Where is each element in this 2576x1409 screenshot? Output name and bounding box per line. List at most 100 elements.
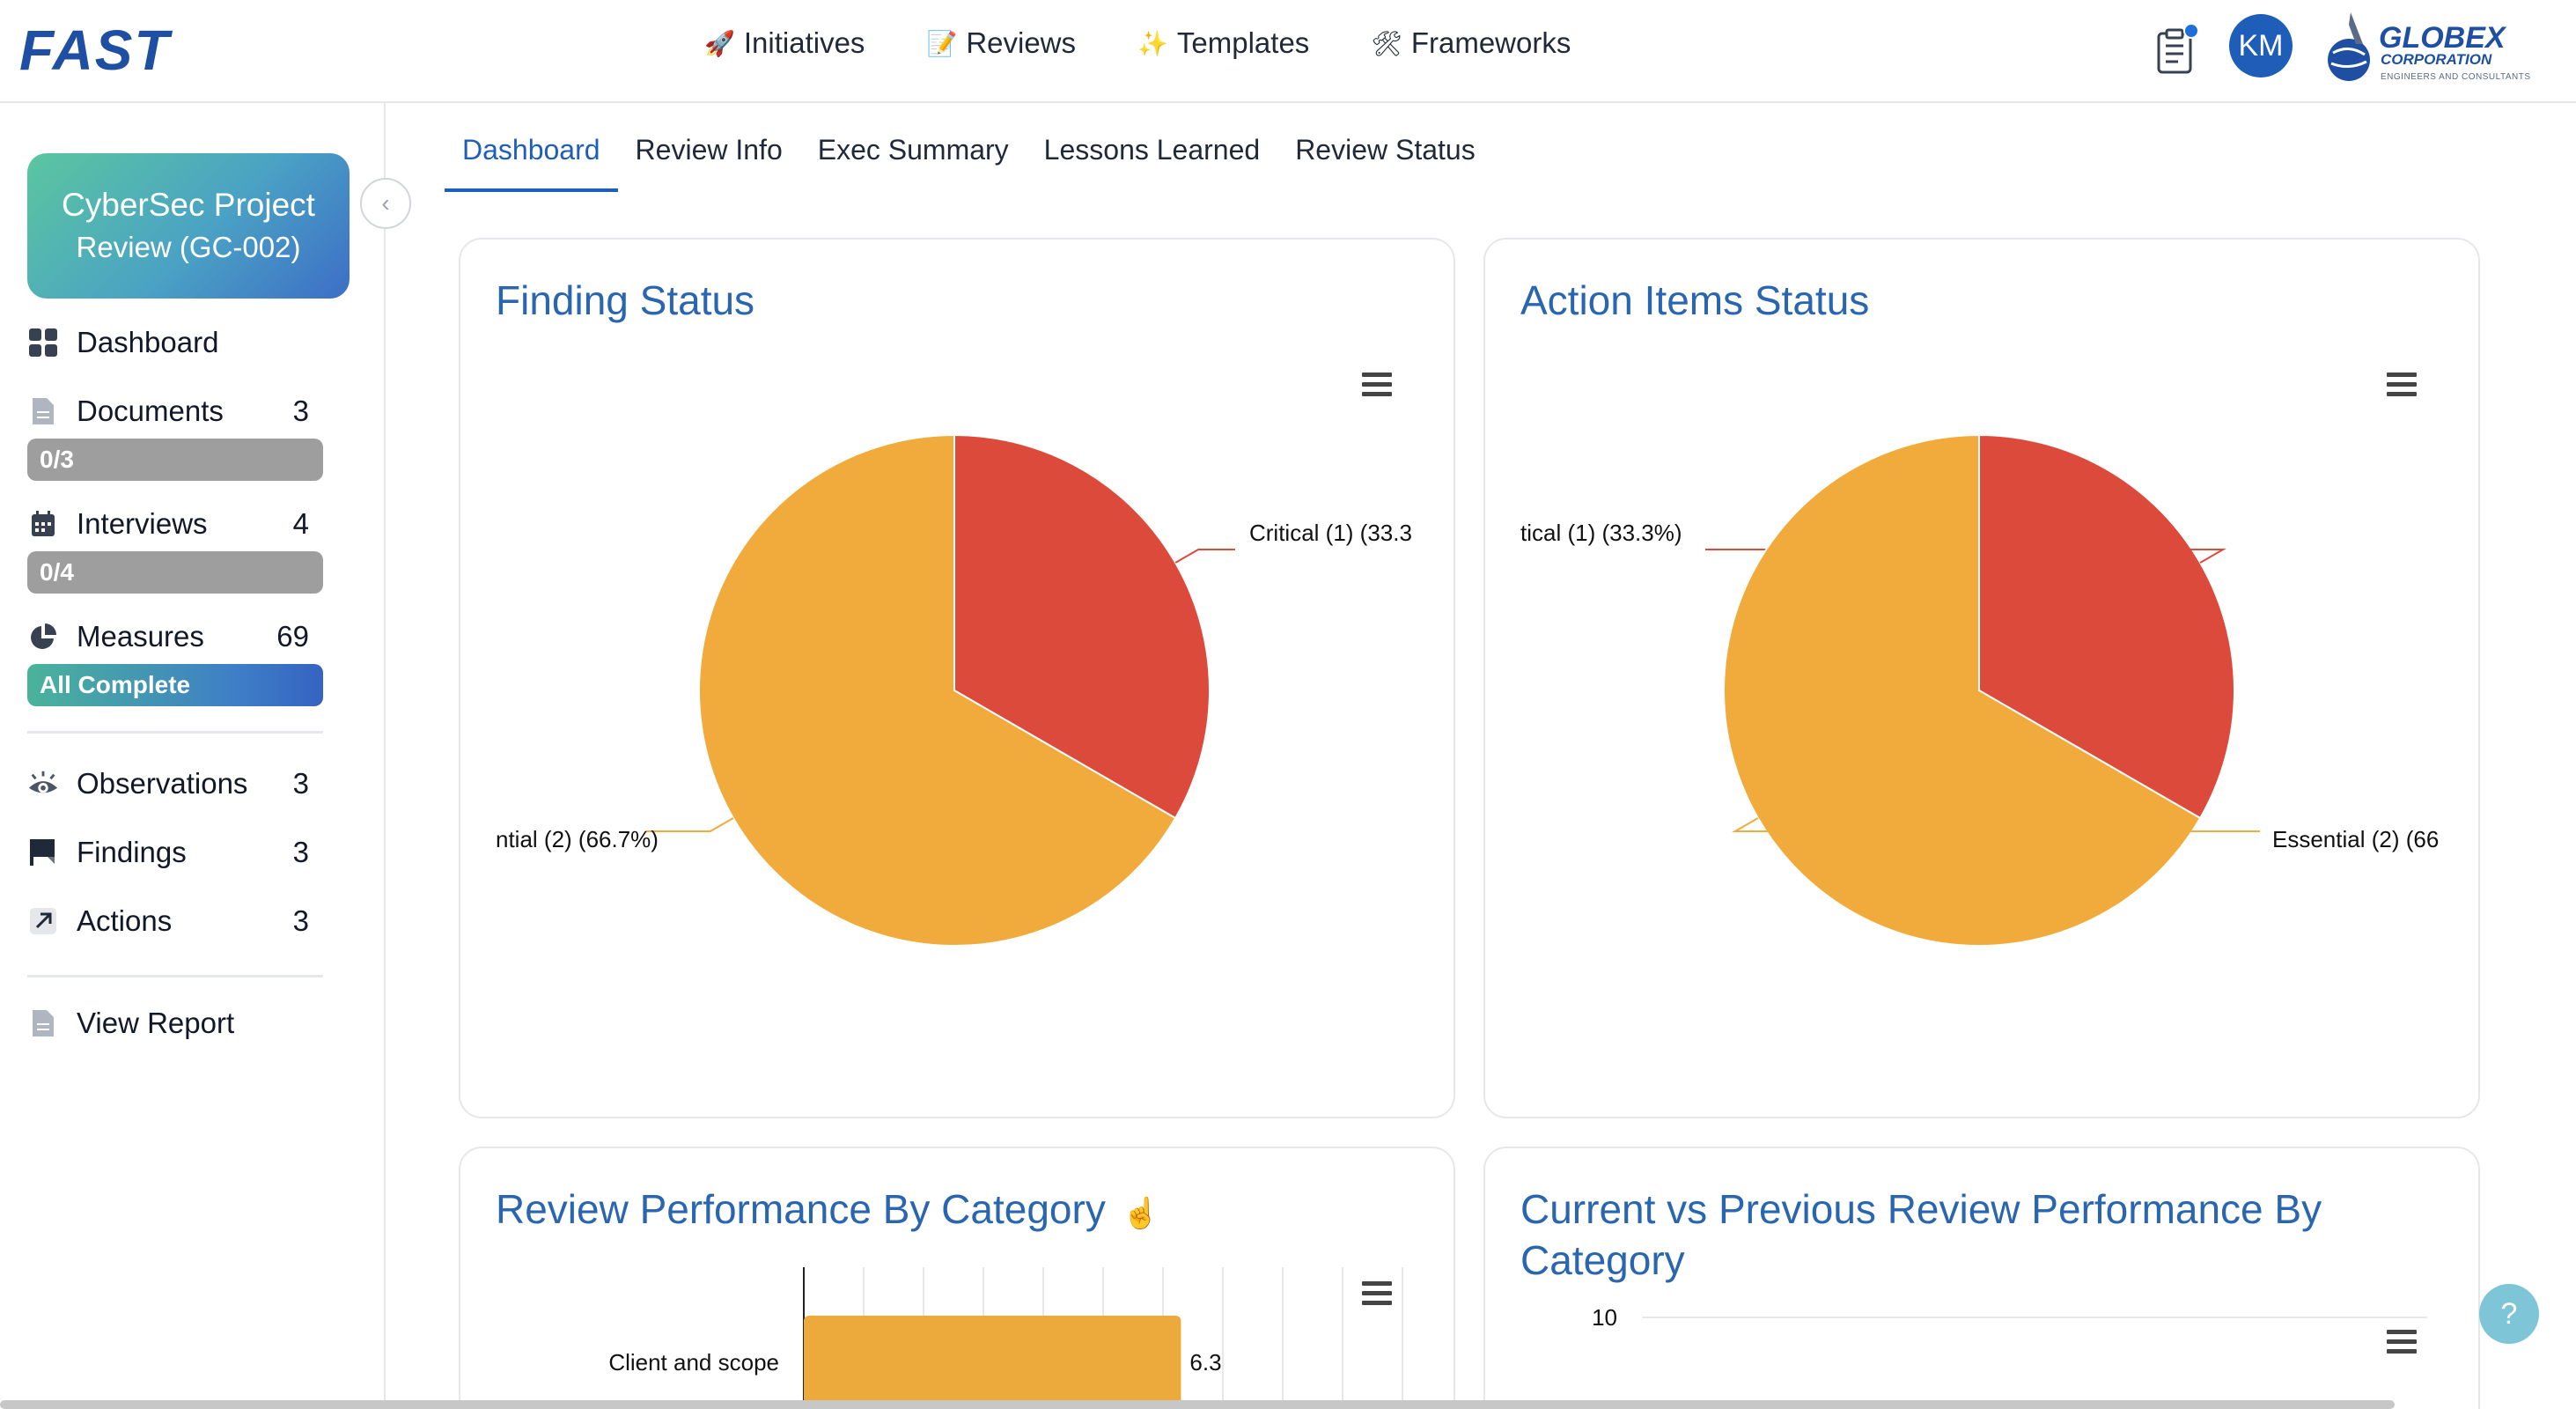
sidebar-item-label: Observations — [77, 767, 248, 800]
tab-lessons-learned[interactable]: Lessons Learned — [1043, 134, 1261, 166]
sidebar-item-dashboard[interactable]: Dashboard — [27, 326, 309, 359]
top-bar: FAST 🚀 Initiatives 📝 Reviews ✨ Templates… — [0, 0, 2576, 103]
documents-progress-pill: 0/3 — [27, 439, 323, 481]
sidebar-item-count: 3 — [292, 836, 309, 868]
category-label: Client and scope — [608, 1349, 779, 1376]
nav-initiatives[interactable]: 🚀 Initiatives — [704, 26, 865, 60]
pie-icon — [27, 621, 59, 653]
sidebar-item-count: 3 — [292, 395, 309, 427]
tab-review-info[interactable]: Review Info — [635, 134, 783, 166]
project-code: Review (GC-002) — [76, 230, 301, 263]
rocket-icon: 🚀 — [704, 29, 735, 57]
project-card[interactable]: CyberSec Project Review (GC-002) — [27, 153, 350, 299]
pie-label-essential: ntial (2) (66.7%) — [496, 826, 659, 852]
avatar[interactable]: KM — [2229, 14, 2293, 77]
collapse-sidebar-button[interactable]: ‹ — [360, 178, 411, 229]
pie-leader-line — [1174, 549, 1235, 564]
tab-bar: Dashboard Review Info Exec Summary Lesso… — [445, 123, 1493, 194]
corp-tagline: ENGINEERS AND CONSULTANTS — [2381, 72, 2531, 82]
sidebar-item-count: 69 — [276, 620, 309, 653]
nav-frameworks-label: Frameworks — [1410, 26, 1571, 59]
chart-menu-icon[interactable] — [1362, 1281, 1392, 1306]
brand-logo[interactable]: FAST — [19, 18, 171, 82]
tab-review-status[interactable]: Review Status — [1295, 134, 1476, 166]
report-icon — [27, 1007, 59, 1039]
sidebar-item-count: 4 — [292, 507, 309, 540]
measures-progress-pill: All Complete — [27, 664, 323, 706]
sidebar-item-measures[interactable]: Measures 69 — [27, 620, 309, 653]
pie-slice-critical — [1978, 433, 2235, 820]
project-title: CyberSec Project — [62, 186, 315, 223]
chart-menu-icon[interactable] — [2387, 373, 2417, 397]
sparkles-icon: ✨ — [1137, 29, 1168, 57]
sidebar-item-label: Interviews — [77, 507, 208, 540]
horizontal-scrollbar[interactable] — [0, 1400, 2395, 1409]
card-title: Action Items Status — [1520, 277, 1870, 323]
top-nav: 🚀 Initiatives 📝 Reviews ✨ Templates 🛠 Fr… — [704, 26, 1571, 60]
clipboard-icon[interactable] — [2155, 23, 2199, 74]
notification-dot — [2183, 23, 2199, 39]
chart-menu-icon[interactable] — [2387, 1330, 2417, 1354]
question-icon: ? — [2500, 1296, 2518, 1331]
document-icon — [27, 395, 59, 427]
sidebar-item-interviews[interactable]: Interviews 4 — [27, 507, 309, 541]
chevron-left-icon: ‹ — [381, 189, 390, 217]
flag-icon — [27, 837, 59, 868]
globe-icon — [2328, 12, 2370, 81]
sidebar-item-count: 3 — [292, 904, 309, 937]
nav-initiatives-label: Initiatives — [743, 26, 865, 59]
review-performance-card: Review Performance By Category ☝ Client … — [459, 1147, 1455, 1409]
eye-icon — [27, 768, 59, 800]
sidebar-item-label: Measures — [77, 620, 204, 653]
pie-label-critical: tical (1) (33.3%) — [1520, 520, 1682, 546]
tab-dashboard[interactable]: Dashboard — [445, 123, 618, 192]
sidebar-item-findings[interactable]: Findings 3 — [27, 836, 309, 869]
sidebar-item-count: 3 — [292, 767, 309, 800]
corp-sub: CORPORATION — [2381, 51, 2492, 68]
nav-frameworks[interactable]: 🛠 Frameworks — [1371, 26, 1571, 60]
sidebar: CyberSec Project Review (GC-002) ‹ Dashb… — [0, 103, 411, 1409]
finding-status-card: Finding Status Critical (1) (33.3 ntial … — [459, 238, 1455, 1118]
nav-reviews[interactable]: 📝 Reviews — [926, 26, 1076, 60]
card-title: Current vs Previous Review Performance B… — [1520, 1186, 2322, 1283]
action-items-pie — [1705, 433, 2260, 947]
current-vs-previous-card: Current vs Previous Review Performance B… — [1483, 1147, 2480, 1409]
globex-logo: GLOBEX CORPORATION ENGINEERS AND CONSULT… — [2324, 7, 2553, 86]
card-title-text: Review Performance By Category — [496, 1186, 1106, 1232]
nav-templates[interactable]: ✨ Templates — [1137, 26, 1309, 60]
sidebar-item-documents[interactable]: Documents 3 — [27, 395, 309, 428]
tab-exec-summary[interactable]: Exec Summary — [817, 134, 1009, 166]
corp-name: GLOBEX — [2379, 21, 2506, 55]
sidebar-item-label: Dashboard — [77, 326, 219, 358]
action-items-status-card: Action Items Status tical (1) (33.3%) Es… — [1483, 238, 2480, 1118]
sidebar-item-label: Findings — [77, 836, 187, 868]
sidebar-item-label: View Report — [77, 1007, 235, 1039]
current-vs-previous-chart: 10 — [1592, 1304, 2427, 1331]
sidebar-item-label: Documents — [77, 395, 224, 427]
nav-reviews-label: Reviews — [966, 26, 1077, 59]
sidebar-item-view-report[interactable]: View Report — [27, 1007, 309, 1040]
sidebar-item-actions[interactable]: Actions 3 — [27, 904, 309, 938]
finding-status-pie — [645, 433, 1235, 947]
calendar-icon — [27, 508, 59, 540]
sidebar-divider — [27, 731, 323, 734]
pie-leader-line — [645, 817, 734, 832]
pie-label-critical: Critical (1) (33.3 — [1249, 520, 1412, 546]
help-button[interactable]: ? — [2479, 1284, 2539, 1344]
grid-icon — [27, 327, 59, 358]
interviews-progress-pill: 0/4 — [27, 551, 323, 594]
sidebar-divider — [27, 975, 323, 977]
pie-label-essential: Essential (2) (66 — [2272, 826, 2440, 852]
chart-menu-icon[interactable] — [1362, 373, 1392, 397]
pie-slice-critical — [953, 433, 1211, 820]
pointer-cursor-icon: ☝ — [1122, 1197, 1159, 1230]
value-label: 6.3 — [1189, 1349, 1221, 1376]
tools-icon: 🛠 — [1371, 29, 1402, 57]
sidebar-item-observations[interactable]: Observations 3 — [27, 767, 309, 800]
review-performance-bar-chart: Client and scope 6.3 — [608, 1267, 1403, 1409]
nav-templates-label: Templates — [1176, 26, 1310, 59]
bar — [804, 1316, 1181, 1409]
y-tick-label: 10 — [1592, 1304, 1617, 1331]
memo-icon: 📝 — [926, 29, 958, 57]
